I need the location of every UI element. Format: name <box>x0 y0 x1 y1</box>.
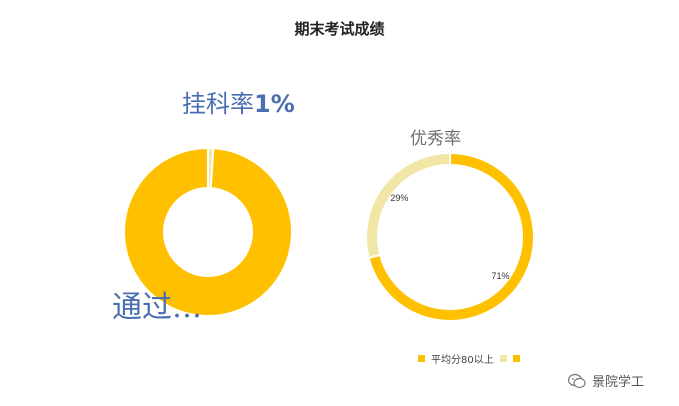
legend-label-1: 平均分80以上 <box>431 355 494 366</box>
legend-swatch-1 <box>418 355 425 362</box>
legend-swatch-2 <box>499 355 507 362</box>
excellence-rate-data-label-1: 71% <box>492 271 510 281</box>
wechat-icon <box>568 373 586 388</box>
excellence-rate-slice-2 <box>365 151 451 260</box>
legend-swatch-3 <box>512 355 520 362</box>
excellence-rate-title: 优秀率 <box>410 129 461 149</box>
fail-rate-text: 挂科率 <box>182 90 254 118</box>
fail-rate-value: 1% <box>254 90 295 118</box>
watermark-text: 景院学工 <box>592 375 645 390</box>
chart-main-title: 期末考试成绩 <box>294 20 385 38</box>
excellence-rate-donut: 71% 29% <box>365 151 535 322</box>
legend: 平均分80以上 <box>418 351 520 366</box>
fail-rate-slice-2 <box>207 146 215 190</box>
fail-rate-slice-1 <box>123 146 293 317</box>
fail-rate-donut <box>123 146 293 317</box>
pass-rate-label: 通过… <box>112 290 202 325</box>
fail-rate-label: 挂科率1% <box>182 84 295 119</box>
excellence-rate-data-label-2: 29% <box>390 193 408 203</box>
watermark: 景院学工 <box>568 371 644 390</box>
